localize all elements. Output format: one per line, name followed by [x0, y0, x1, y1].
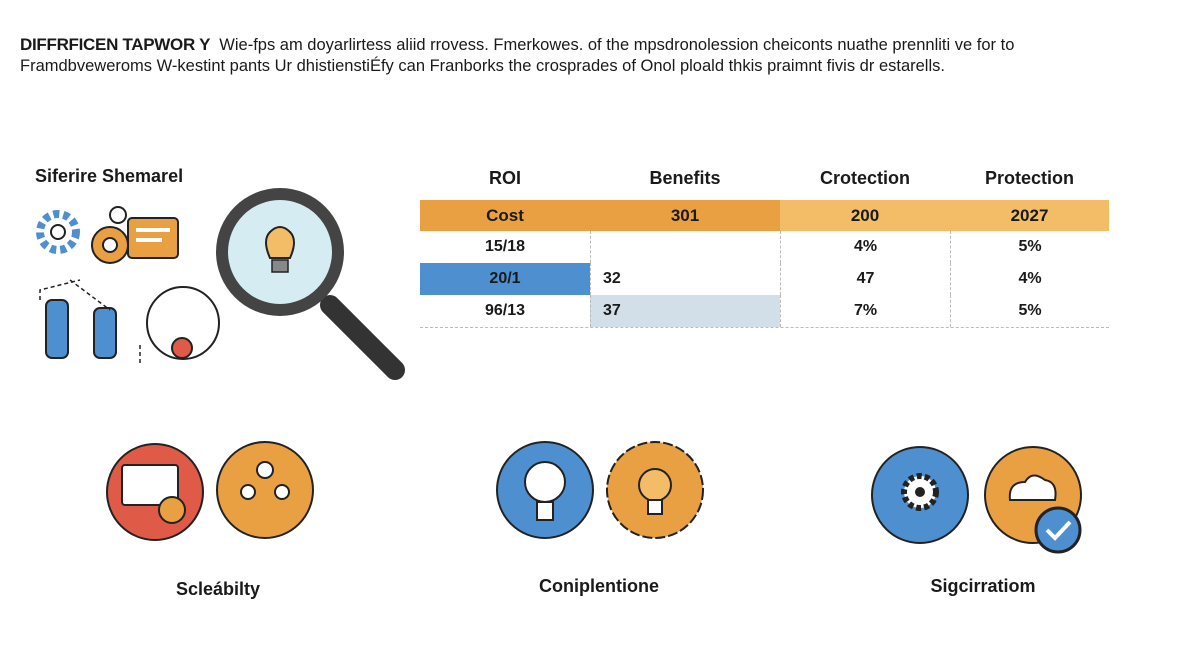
intro-heading: DIFFRFICEN TAPWOR Y	[20, 35, 211, 54]
table-row: 15/18 4% 5%	[420, 231, 1109, 263]
table-cell: 32	[590, 263, 780, 295]
table-row: 20/1 32 47 4%	[420, 263, 1109, 295]
table-cell: 20/1	[420, 263, 590, 295]
table-cell: 2027	[950, 200, 1109, 231]
magnifier-icon	[216, 188, 405, 380]
table-cell: Cost	[420, 200, 590, 231]
feature-label-completion: Coniplentione	[539, 576, 659, 596]
table-cell: 301	[590, 200, 780, 231]
intro-text: DIFFRFICEN TAPWOR Y Wie-fps am doyarlirt…	[20, 34, 1120, 77]
comparison-table: ROI Benefits Crotection Protection Cost …	[420, 160, 1109, 328]
dashboard-gear-icon	[106, 443, 204, 541]
table-cell: 15/18	[484, 238, 526, 255]
gear-icon	[871, 446, 969, 544]
feature-label-scalability: Scleábilty	[175, 579, 261, 599]
table-header: ROI Benefits Crotection Protection	[420, 160, 1109, 196]
lightbulb-gear-icon	[606, 441, 704, 539]
header-cell: Protection	[984, 167, 1074, 188]
intro-line-1: Wie-fps am doyarlirtess aliid rrovess. F…	[219, 36, 1015, 54]
header-cell: Crotection	[820, 167, 910, 188]
table-cell: 4%	[950, 263, 1109, 295]
intro-line-2: Framdbveweroms W-kestint pants Ur dhisti…	[20, 57, 945, 75]
table-cell: 4%	[780, 231, 950, 263]
table-cell: 37	[590, 295, 780, 327]
table-cell: 96/13	[484, 302, 526, 319]
cost-row: Cost 301 200 2027	[420, 200, 1109, 231]
table-cell: 5%	[950, 231, 1109, 263]
table-row: 96/13 37 7% 5%	[420, 295, 1109, 328]
table-cell: 5%	[950, 295, 1109, 327]
gear-cluster-icon	[36, 206, 220, 365]
table-cell: 47	[780, 263, 950, 295]
team-icon	[216, 441, 314, 539]
cloud-check-icon	[984, 446, 1082, 554]
feature-label-integration: Sigcirratiom	[930, 576, 1036, 596]
table-cell: 7%	[780, 295, 950, 327]
lightbulb-icon	[496, 441, 594, 539]
section-title: Siferire Shemarel	[35, 166, 184, 186]
table-cell	[590, 231, 780, 263]
header-cell: ROI	[488, 167, 521, 188]
table-cell: 200	[780, 200, 950, 231]
header-cell: Benefits	[649, 167, 721, 188]
